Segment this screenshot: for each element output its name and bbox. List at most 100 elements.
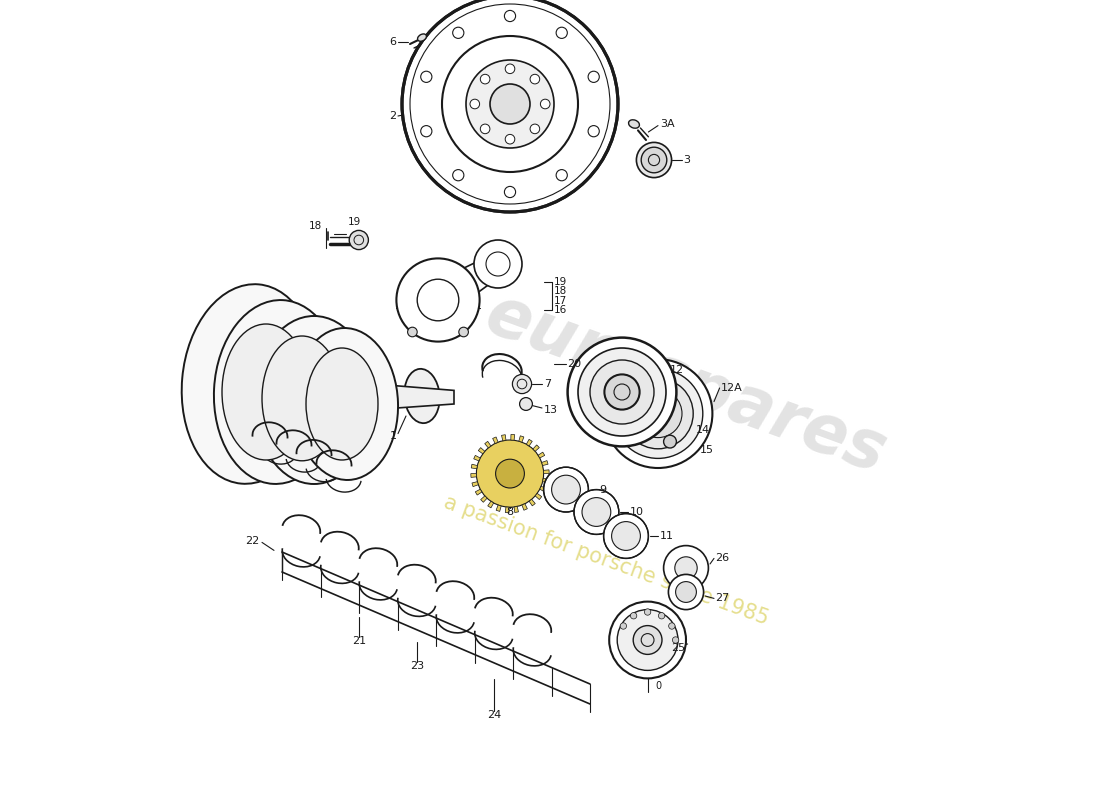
Ellipse shape	[213, 300, 342, 484]
Text: 7: 7	[543, 379, 551, 389]
Polygon shape	[526, 439, 532, 446]
Circle shape	[496, 459, 525, 488]
Circle shape	[453, 170, 464, 181]
Text: 17: 17	[554, 296, 568, 306]
Text: 18: 18	[309, 221, 322, 230]
Circle shape	[578, 348, 666, 436]
Text: 23: 23	[409, 661, 424, 670]
Text: 21: 21	[352, 636, 366, 646]
Circle shape	[530, 124, 540, 134]
Polygon shape	[532, 445, 539, 451]
Circle shape	[481, 74, 490, 84]
Circle shape	[505, 64, 515, 74]
Circle shape	[669, 574, 704, 610]
Polygon shape	[475, 490, 482, 495]
Polygon shape	[541, 461, 548, 466]
Text: 1: 1	[389, 431, 396, 441]
Text: 14: 14	[695, 426, 710, 435]
Polygon shape	[538, 452, 544, 458]
Text: 15: 15	[700, 445, 714, 454]
Polygon shape	[485, 442, 491, 448]
Circle shape	[620, 622, 627, 629]
Text: 10: 10	[630, 507, 644, 517]
Circle shape	[582, 498, 610, 526]
Circle shape	[588, 71, 600, 82]
Circle shape	[505, 186, 516, 198]
Ellipse shape	[294, 328, 398, 480]
Text: 26: 26	[716, 554, 729, 563]
Text: 20: 20	[568, 359, 582, 369]
Ellipse shape	[262, 336, 342, 461]
Circle shape	[634, 390, 682, 438]
Circle shape	[519, 398, 532, 410]
Text: 12A: 12A	[722, 383, 742, 393]
Polygon shape	[505, 507, 509, 513]
Circle shape	[396, 258, 480, 342]
Polygon shape	[514, 506, 518, 513]
Text: 6: 6	[389, 38, 396, 47]
Polygon shape	[543, 470, 549, 474]
Ellipse shape	[254, 316, 374, 484]
Circle shape	[470, 99, 480, 109]
Polygon shape	[471, 474, 476, 478]
Text: 18: 18	[554, 286, 568, 296]
Circle shape	[540, 99, 550, 109]
Text: 13: 13	[543, 405, 558, 414]
Circle shape	[557, 170, 568, 181]
Circle shape	[672, 637, 679, 643]
Text: 8: 8	[506, 507, 514, 517]
Circle shape	[574, 490, 619, 534]
Polygon shape	[472, 482, 478, 486]
Circle shape	[513, 374, 531, 394]
Text: a passion for porsche since 1985: a passion for porsche since 1985	[441, 492, 771, 628]
Circle shape	[474, 240, 522, 288]
Polygon shape	[502, 434, 506, 441]
Circle shape	[402, 0, 618, 212]
Circle shape	[408, 327, 417, 337]
Circle shape	[557, 27, 568, 38]
Polygon shape	[493, 437, 498, 443]
Circle shape	[637, 142, 672, 178]
Circle shape	[530, 74, 540, 84]
Circle shape	[674, 557, 697, 579]
Circle shape	[630, 613, 637, 619]
Text: 27: 27	[716, 594, 730, 603]
Ellipse shape	[182, 284, 318, 484]
Ellipse shape	[418, 34, 427, 42]
Polygon shape	[429, 254, 504, 315]
Ellipse shape	[222, 324, 310, 460]
Circle shape	[623, 378, 693, 449]
Polygon shape	[474, 455, 481, 461]
Text: 19: 19	[554, 277, 568, 286]
Circle shape	[613, 369, 703, 458]
Polygon shape	[529, 499, 536, 506]
Text: 19: 19	[348, 218, 361, 227]
Polygon shape	[521, 504, 527, 510]
Circle shape	[453, 27, 464, 38]
Circle shape	[459, 327, 469, 337]
Circle shape	[634, 626, 662, 654]
Circle shape	[617, 610, 678, 670]
Circle shape	[645, 609, 651, 615]
Polygon shape	[487, 502, 494, 508]
Text: 12: 12	[670, 366, 684, 375]
Text: 2: 2	[389, 111, 396, 121]
Circle shape	[588, 126, 600, 137]
Circle shape	[568, 338, 676, 446]
Text: 3: 3	[683, 155, 691, 165]
Text: 25: 25	[672, 643, 685, 653]
Polygon shape	[542, 478, 549, 483]
Circle shape	[420, 126, 432, 137]
Circle shape	[604, 514, 648, 558]
Text: 24: 24	[486, 710, 500, 720]
Polygon shape	[510, 434, 515, 440]
Polygon shape	[478, 448, 485, 454]
Polygon shape	[481, 496, 487, 502]
Circle shape	[420, 71, 432, 82]
Text: eurospares: eurospares	[476, 281, 895, 487]
Text: 16: 16	[554, 306, 568, 315]
Circle shape	[604, 374, 639, 410]
Circle shape	[669, 622, 675, 629]
Circle shape	[675, 582, 696, 602]
Circle shape	[663, 435, 676, 448]
